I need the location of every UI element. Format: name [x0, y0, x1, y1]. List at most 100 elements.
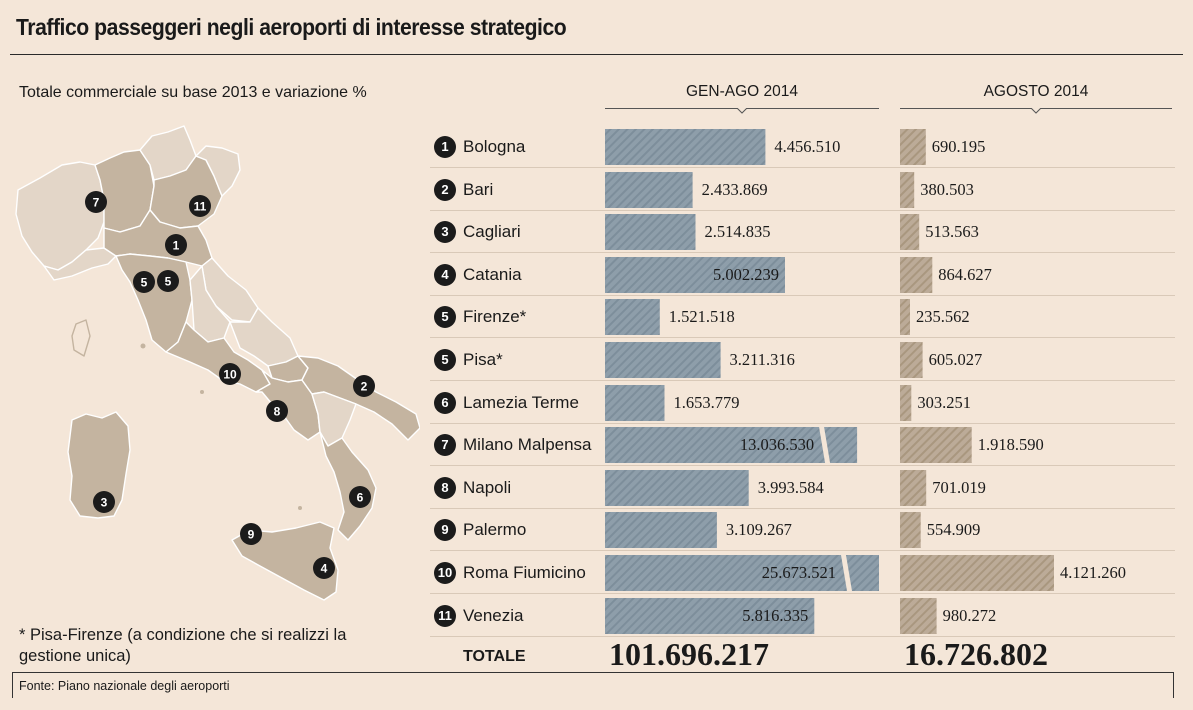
map-marker-lamezia-terme: 6: [349, 486, 371, 508]
row-divider: [430, 252, 1175, 253]
value-label-jan-aug: 4.456.510: [774, 137, 841, 156]
bar-august: [900, 512, 921, 548]
svg-text:8: 8: [274, 405, 281, 419]
table-row: 9 Palermo: [430, 509, 1175, 551]
map-marker-palermo: 9: [240, 523, 262, 545]
table-row: 7 Milano Malpensa: [430, 424, 1175, 466]
airport-name: Firenze*: [463, 307, 527, 326]
svg-text:2: 2: [361, 380, 368, 394]
value-label-august: 513.563: [925, 222, 979, 241]
map-region-campania: [255, 369, 321, 441]
total-label: TOTALE: [463, 648, 526, 665]
map-marker-milano-malpensa: 7: [85, 191, 107, 213]
title-divider: [10, 54, 1183, 55]
airport-name: Cagliari: [463, 222, 521, 241]
svg-text:3: 3: [101, 496, 108, 510]
column-header-august: AGOSTO 2014: [983, 83, 1089, 100]
svg-text:7: 7: [93, 196, 100, 210]
svg-text:4: 4: [321, 562, 328, 576]
value-label-august: 605.027: [928, 350, 983, 369]
rank-badge: 3: [434, 221, 456, 243]
bar-august: [900, 427, 972, 463]
map-marker-bologna: 1: [165, 234, 187, 256]
bar-august: [900, 598, 937, 634]
column-header-jan-aug-rule: [605, 108, 879, 114]
value-label-august: 235.562: [916, 307, 970, 326]
row-divider: [430, 550, 1175, 551]
table-row: 10 Roma Fiumicino: [430, 552, 1175, 594]
row-divider: [430, 380, 1175, 381]
bar-jan-aug: [605, 470, 749, 506]
row-divider: [430, 337, 1175, 338]
value-label-august: 864.627: [938, 265, 992, 284]
rank-badge: 10: [434, 562, 456, 584]
source-box: Fonte: Piano nazionale degli aeroporti: [12, 672, 1174, 698]
value-label-august: 980.272: [942, 606, 997, 625]
svg-text:9: 9: [248, 528, 255, 542]
footnote: * Pisa-Firenze (a condizione che si real…: [19, 626, 347, 665]
map-region-northwest: [15, 161, 105, 271]
chart-title: Traffico passeggeri negli aeroporti di i…: [16, 14, 567, 40]
bar-august: [900, 129, 926, 165]
bar-jan-aug: [605, 512, 717, 548]
map-marker-catania: 4: [313, 557, 335, 579]
bar-jan-aug: [605, 172, 693, 208]
table-row: 4 Catania: [430, 254, 1175, 296]
map-marker-venezia: 11: [189, 195, 211, 217]
table-row: 8 Napoli: [430, 467, 1175, 509]
map-island: [298, 506, 302, 510]
value-label-jan-aug: 3.109.267: [725, 520, 792, 539]
value-label-jan-aug: 3.211.316: [729, 350, 795, 369]
table-row: 5 Pisa*: [430, 339, 1175, 381]
value-label-august: 303.251: [917, 393, 971, 412]
bar-august: [900, 385, 912, 421]
rank-badge: 4: [434, 264, 456, 286]
bar-jan-aug: [605, 214, 696, 250]
svg-text:11: 11: [194, 200, 207, 214]
rank-badge: 1: [434, 136, 456, 158]
table-row: 2 Bari: [430, 169, 1175, 211]
row-divider: [430, 167, 1175, 168]
bar-august: [900, 555, 1054, 591]
value-label-august: 690.195: [931, 137, 986, 156]
row-divider: [430, 423, 1175, 424]
map-marker-firenze: 5: [157, 270, 179, 292]
value-label-august: 554.909: [926, 520, 981, 539]
table-row: 1 Bologna: [430, 126, 1175, 168]
source-text: Fonte: Piano nazionale degli aeroporti: [19, 679, 230, 693]
bar-august: [900, 470, 927, 506]
airport-name: Napoli: [463, 478, 512, 497]
rank-badge: 6: [434, 392, 456, 414]
map-region-basilicata: [311, 391, 357, 447]
airport-name: Roma Fiumicino: [463, 563, 586, 582]
column-header-august-rule: [900, 108, 1172, 114]
value-label-jan-aug: 3.993.584: [757, 478, 824, 497]
airport-name: Lamezia Terme: [463, 393, 579, 412]
map-region-lazio: [165, 321, 271, 393]
airport-name: Bologna: [463, 137, 526, 156]
table-row: 3 Cagliari: [430, 211, 1175, 253]
map-region-friuli: [195, 145, 241, 197]
bar-august: [900, 257, 933, 293]
italy-map: 7 11 1 5 5 10 2 8 3 6 9 4: [15, 125, 420, 601]
map-region-sardegna: [67, 411, 131, 519]
bar-break-marker: [819, 427, 831, 463]
map-region-calabria: [319, 431, 377, 541]
rank-badge: 2: [434, 179, 456, 201]
map-marker-roma-fiumicino: 10: [219, 363, 241, 385]
column-header-jan-aug: GEN-AGO 2014: [686, 83, 798, 100]
bar-jan-aug: [605, 555, 879, 591]
svg-text:5: 5: [141, 276, 148, 290]
bar-break-marker: [841, 555, 852, 591]
airport-name: Pisa*: [463, 350, 503, 369]
map-island: [200, 390, 204, 394]
airport-name: Milano Malpensa: [463, 435, 592, 454]
row-divider: [430, 295, 1175, 296]
rank-badge: 8: [434, 477, 456, 499]
bar-jan-aug: [605, 385, 665, 421]
bar-jan-aug: [605, 257, 785, 293]
row-divider: [430, 210, 1175, 211]
value-label-august: 380.503: [920, 180, 974, 199]
map-marker-cagliari: 3: [93, 491, 115, 513]
value-label-august: 701.019: [932, 478, 986, 497]
